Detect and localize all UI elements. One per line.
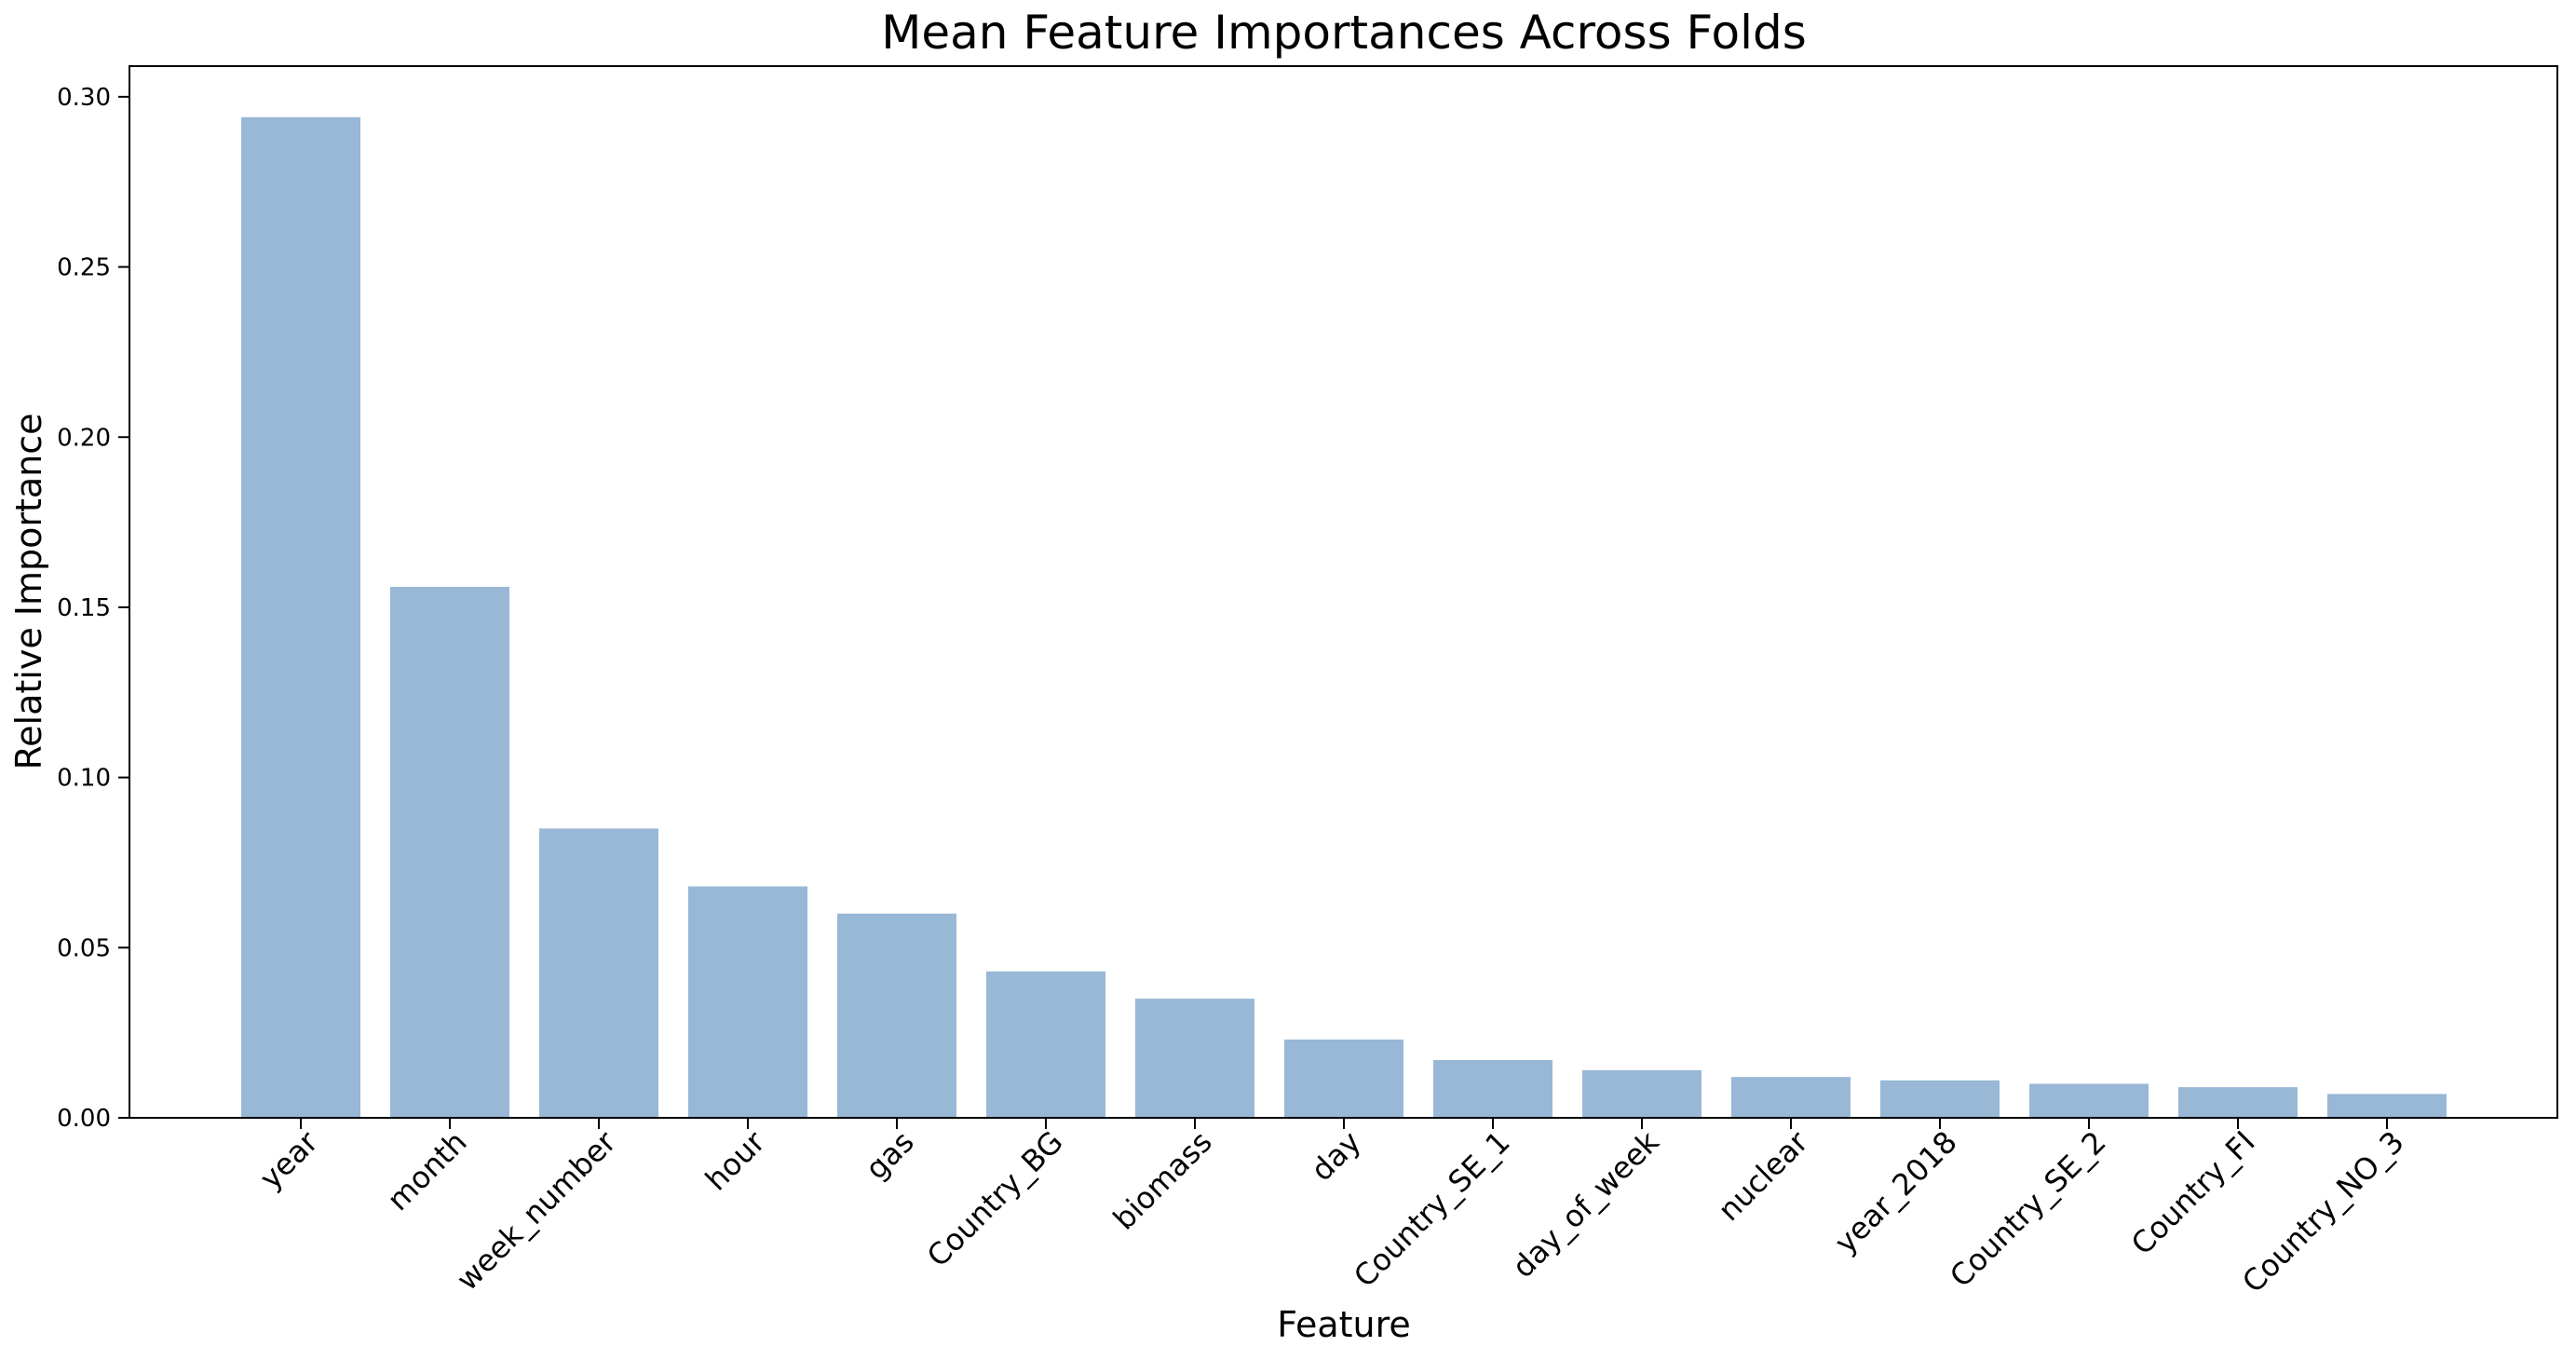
x-tick-label: gas [859,1124,921,1187]
y-axis-ticks: 0.00 0.05 0.10 0.15 0.20 0.25 0.30 [57,84,129,1133]
bar-month [390,587,509,1118]
bar-week_number [539,828,658,1118]
x-tick-label: month [380,1124,473,1217]
bar-year [241,116,360,1119]
bars-layer [241,116,2447,1119]
y-tick-label: 0.25 [57,254,111,282]
x-tick-label: biomass [1106,1124,1219,1237]
x-tick-label: year [252,1123,325,1196]
x-tick-label: day_of_week [1505,1123,1666,1285]
x-axis-label: Feature [1277,1304,1411,1345]
x-tick-label: day [1304,1124,1367,1188]
y-tick-label: 0.05 [57,934,111,962]
bar-hour [688,886,807,1118]
x-tick-label: Country_SE_2 [1943,1124,2112,1294]
x-tick-label: Country_NO_3 [2235,1124,2411,1300]
bar-gas [837,913,956,1118]
x-tick-label: year_2018 [1827,1124,1963,1260]
bar-day_of_week [1582,1069,1702,1118]
bar-Country_BG [986,971,1105,1118]
plot-frame [129,65,2558,1119]
bar-day [1284,1039,1403,1118]
y-tick-label: 0.30 [57,84,111,112]
x-tick-label: Country_BG [920,1124,1070,1274]
bar-nuclear [1731,1077,1851,1118]
bar-Country_NO_3 [2327,1094,2447,1118]
y-tick-label: 0.15 [57,594,111,622]
bar-year_2018 [1880,1080,2000,1118]
y-axis-label: Relative Importance [8,413,49,769]
x-tick-label: nuclear [1711,1123,1815,1228]
x-tick-label: hour [698,1123,772,1197]
y-tick-label: 0.00 [57,1105,111,1133]
chart-title: Mean Feature Importances Across Folds [881,6,1807,60]
y-tick-label: 0.10 [57,765,111,793]
y-tick-label: 0.20 [57,424,111,452]
x-tick-label: Country_SE_1 [1347,1124,1516,1294]
bar-Country_SE_2 [2029,1083,2149,1118]
bar-Country_FI [2178,1087,2298,1118]
bar-biomass [1135,999,1254,1118]
x-tick-label: week_number [450,1123,624,1298]
x-tick-label: Country_FI [2124,1124,2262,1262]
bar-Country_SE_1 [1433,1059,1552,1118]
